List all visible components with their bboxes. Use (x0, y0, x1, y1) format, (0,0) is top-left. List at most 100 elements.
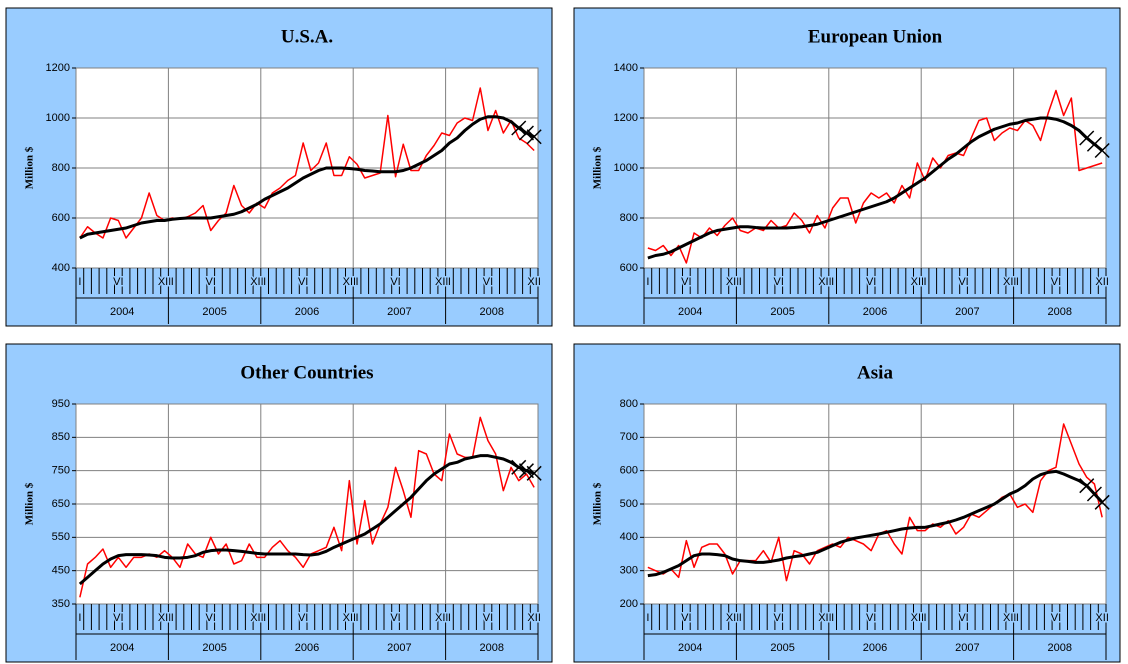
y-tick-label: 800 (52, 162, 70, 174)
x-tick-label: XII (818, 276, 831, 288)
x-marker (518, 125, 534, 141)
x-tick-label: I (171, 276, 174, 288)
x-tick-label: I (448, 276, 451, 288)
x-tick-label: VI (483, 612, 493, 624)
year-label: 2007 (387, 306, 411, 318)
x-tick-label: I (646, 612, 649, 624)
y-tick-label: 750 (52, 465, 70, 477)
y-axis-label: Million $ (24, 482, 36, 525)
x-tick-label: XII (1003, 276, 1016, 288)
x-tick-label: XII (726, 276, 739, 288)
x-tick-label: I (356, 612, 359, 624)
chart-title: Other Countries (240, 362, 373, 383)
x-tick-label: XII (435, 612, 448, 624)
x-tick-label: VI (390, 276, 400, 288)
x-tick-label: I (263, 612, 266, 624)
y-tick-label: 400 (52, 262, 70, 274)
x-tick-label: I (171, 612, 174, 624)
y-tick-label: 350 (52, 598, 70, 610)
year-label: 2004 (110, 642, 134, 654)
x-tick-label: VI (206, 276, 216, 288)
x-tick-label: I (78, 612, 81, 624)
x-tick-label: VI (113, 612, 123, 624)
y-tick-label: 1200 (614, 112, 638, 124)
year-label: 2006 (295, 306, 319, 318)
year-label: 2006 (863, 306, 887, 318)
year-label: 2006 (863, 642, 887, 654)
series-connector (509, 460, 521, 469)
chart-title: Asia (857, 362, 893, 383)
x-tick-label: I (739, 612, 742, 624)
x-tick-label: XII (726, 612, 739, 624)
x-tick-label: XII (911, 612, 924, 624)
year-label: 2008 (480, 306, 504, 318)
x-tick-label: VI (390, 612, 400, 624)
x-tick-label: I (924, 612, 927, 624)
y-tick-label: 700 (620, 431, 638, 443)
y-tick-label: 1000 (614, 162, 638, 174)
y-tick-label: 1000 (46, 112, 70, 124)
x-tick-label: VI (958, 612, 968, 624)
x-tick-label: I (831, 612, 834, 624)
year-label: 2005 (202, 642, 226, 654)
y-tick-label: 500 (620, 498, 638, 510)
y-axis-label: Million $ (592, 482, 604, 525)
y-tick-label: 550 (52, 531, 70, 543)
x-tick-label: XII (343, 612, 356, 624)
y-axis-label: Million $ (24, 146, 36, 189)
series-line (79, 87, 535, 239)
x-marker (1094, 142, 1110, 159)
x-marker (526, 465, 542, 481)
x-tick-label: XII (158, 612, 171, 624)
x-tick-label: XII (250, 612, 263, 624)
x-tick-label: VI (206, 612, 216, 624)
year-label: 2005 (770, 642, 794, 654)
series-connector (1077, 129, 1089, 140)
y-tick-label: 950 (52, 398, 70, 410)
y-tick-label: 850 (52, 431, 70, 443)
x-tick-label: I (646, 276, 649, 288)
x-tick-label: I (78, 276, 81, 288)
x-tick-label: VI (774, 276, 784, 288)
x-tick-label: XII (1095, 276, 1108, 288)
y-tick-label: 300 (620, 565, 638, 577)
year-label: 2008 (1048, 306, 1072, 318)
series-connector (1077, 479, 1089, 488)
series-line (647, 116, 1080, 260)
x-tick-label: I (831, 276, 834, 288)
x-tick-label: I (1016, 276, 1019, 288)
x-tick-label: VI (958, 276, 968, 288)
year-label: 2007 (955, 642, 979, 654)
x-tick-label: XII (343, 276, 356, 288)
x-marker (526, 129, 542, 145)
x-tick-label: XII (435, 276, 448, 288)
year-label: 2008 (1048, 642, 1072, 654)
x-tick-label: VI (774, 612, 784, 624)
y-tick-label: 200 (620, 598, 638, 610)
x-tick-label: XII (250, 276, 263, 288)
y-tick-label: 600 (620, 465, 638, 477)
x-tick-label: XII (158, 276, 171, 288)
series-line (79, 115, 512, 240)
x-tick-label: I (739, 276, 742, 288)
chart-title: European Union (808, 26, 943, 47)
x-tick-label: VI (866, 612, 876, 624)
x-tick-label: VI (1051, 276, 1061, 288)
x-tick-label: I (356, 276, 359, 288)
y-tick-label: 800 (620, 212, 638, 224)
x-tick-label: VI (681, 612, 691, 624)
x-tick-label: I (1016, 612, 1019, 624)
y-tick-label: 400 (620, 531, 638, 543)
year-label: 2004 (110, 306, 134, 318)
year-label: 2004 (678, 306, 702, 318)
year-label: 2007 (387, 642, 411, 654)
x-tick-label: I (263, 276, 266, 288)
x-tick-label: XII (527, 276, 540, 288)
series-connector (509, 120, 521, 130)
series-line (647, 423, 1103, 582)
y-tick-label: 600 (52, 212, 70, 224)
series-line (78, 454, 512, 586)
y-tick-label: 1200 (46, 62, 70, 74)
x-tick-label: VI (298, 612, 308, 624)
